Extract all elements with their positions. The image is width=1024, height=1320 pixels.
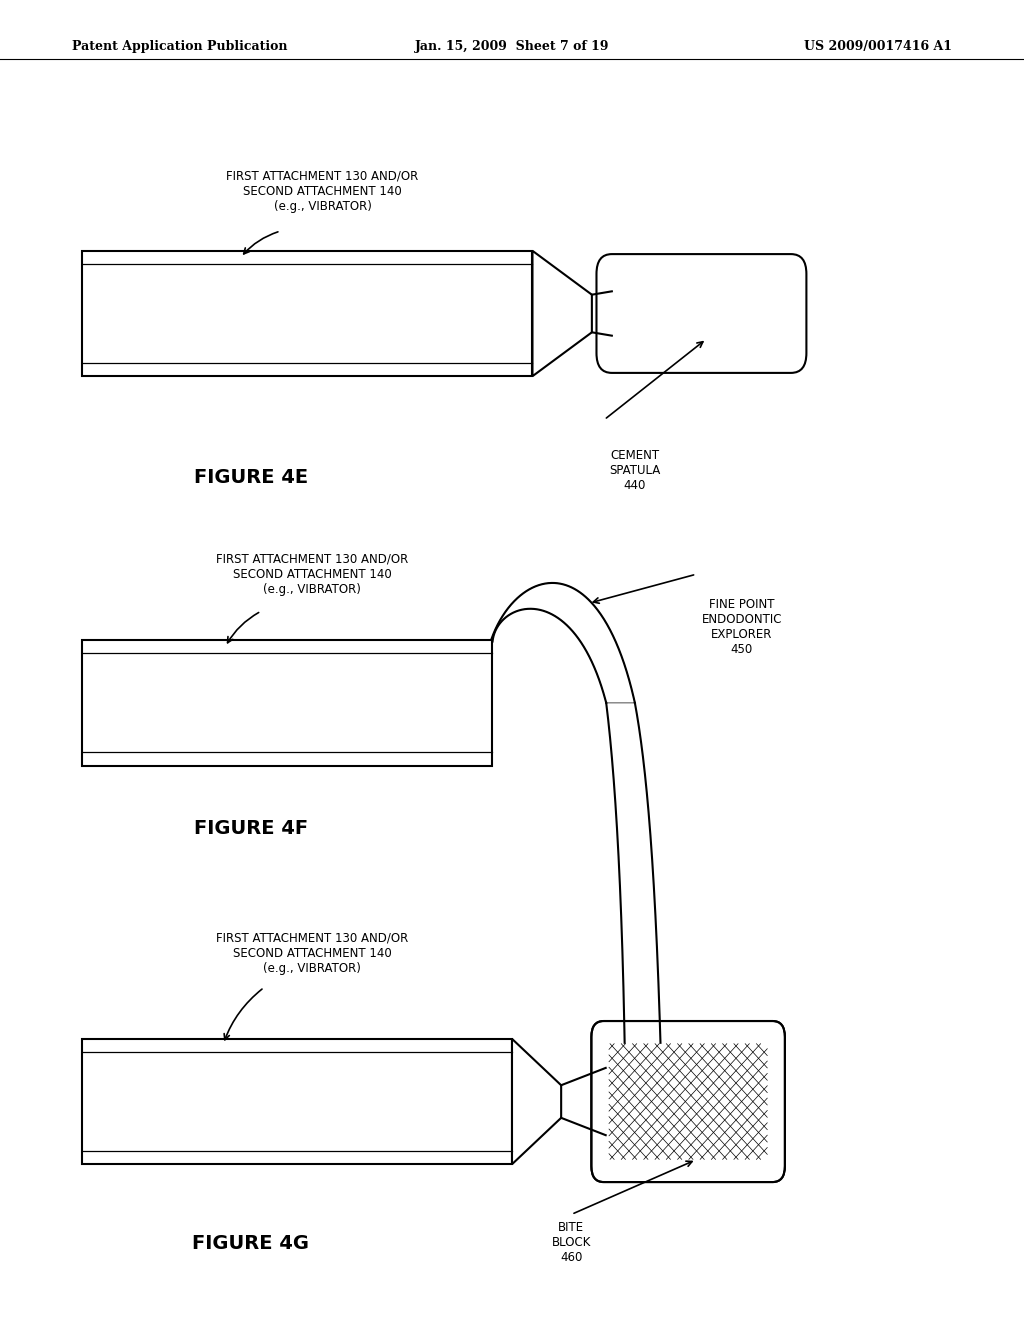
Bar bbox=[82, 251, 532, 376]
FancyBboxPatch shape bbox=[596, 255, 807, 374]
Polygon shape bbox=[532, 251, 592, 376]
Polygon shape bbox=[492, 583, 635, 704]
Text: FIRST ATTACHMENT 130 AND/OR
SECOND ATTACHMENT 140
(e.g., VIBRATOR): FIRST ATTACHMENT 130 AND/OR SECOND ATTAC… bbox=[216, 932, 409, 974]
FancyBboxPatch shape bbox=[592, 1022, 784, 1183]
Text: BITE
BLOCK
460: BITE BLOCK 460 bbox=[552, 1221, 591, 1265]
Text: Patent Application Publication: Patent Application Publication bbox=[72, 40, 287, 53]
Text: Jan. 15, 2009  Sheet 7 of 19: Jan. 15, 2009 Sheet 7 of 19 bbox=[415, 40, 609, 53]
Text: FIRST ATTACHMENT 130 AND/OR
SECOND ATTACHMENT 140
(e.g., VIBRATOR): FIRST ATTACHMENT 130 AND/OR SECOND ATTAC… bbox=[226, 170, 419, 213]
Text: CEMENT
SPATULA
440: CEMENT SPATULA 440 bbox=[609, 449, 660, 492]
Bar bbox=[82, 1039, 512, 1164]
Text: FIGURE 4G: FIGURE 4G bbox=[193, 1234, 309, 1253]
Text: FIGURE 4E: FIGURE 4E bbox=[194, 469, 308, 487]
Text: FIRST ATTACHMENT 130 AND/OR
SECOND ATTACHMENT 140
(e.g., VIBRATOR): FIRST ATTACHMENT 130 AND/OR SECOND ATTAC… bbox=[216, 553, 409, 595]
Text: US 2009/0017416 A1: US 2009/0017416 A1 bbox=[804, 40, 952, 53]
Text: FINE POINT
ENDODONTIC
EXPLORER
450: FINE POINT ENDODONTIC EXPLORER 450 bbox=[701, 598, 782, 656]
Bar bbox=[82, 640, 492, 766]
Text: FIGURE 4F: FIGURE 4F bbox=[194, 820, 308, 838]
Polygon shape bbox=[512, 1039, 561, 1164]
